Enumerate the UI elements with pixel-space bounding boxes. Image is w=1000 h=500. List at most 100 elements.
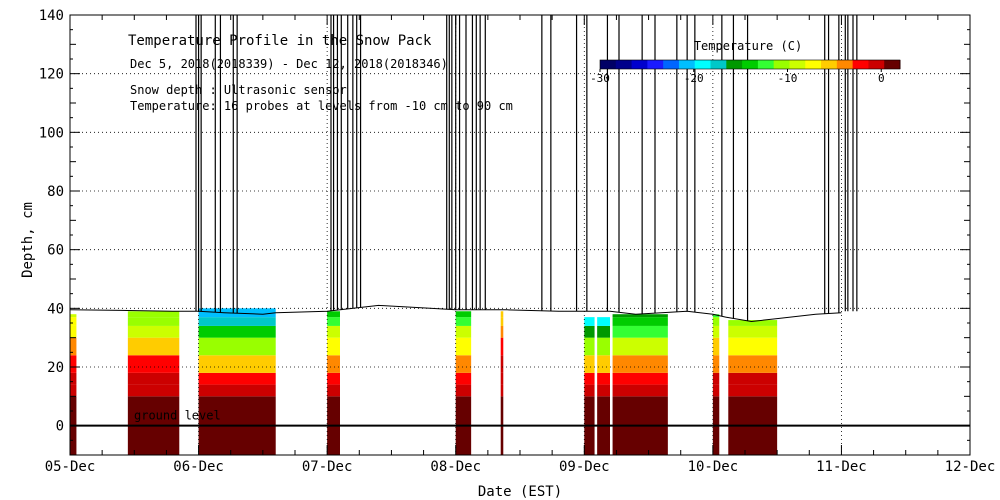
snow-depth-line: [70, 304, 842, 323]
colorbar-swatch: [663, 60, 680, 69]
y-tick-label: 100: [39, 125, 64, 141]
profile-band: [198, 384, 276, 397]
colorbar-swatch: [773, 60, 790, 69]
profile-band: [127, 311, 180, 318]
colorbar-swatch: [852, 60, 869, 69]
profile-segment: [597, 317, 610, 455]
profile-band: [70, 355, 77, 373]
profile-band: [327, 337, 340, 356]
profile-band: [612, 314, 668, 318]
profile-band: [198, 372, 276, 385]
colorbar-swatch: [821, 60, 838, 69]
x-axis-ticks: 05-Dec 06-Dec 07-Dec 08-Dec 09-Dec 10-Dec 11-D…: [45, 15, 996, 475]
colorbar-swatch: [647, 60, 664, 69]
profile-band: [728, 337, 778, 356]
x-tick-label: 07-Dec: [302, 459, 353, 475]
profile-band: [712, 314, 720, 318]
x-tick-label: 12-Dec: [945, 459, 996, 475]
colorbar-swatch: [615, 60, 633, 69]
profile-segment: [127, 311, 180, 455]
colorbar-swatch: [805, 60, 822, 69]
x-tick-label: 09-Dec: [559, 459, 610, 475]
colorbar-swatch: [631, 60, 648, 69]
profile-band: [612, 384, 668, 397]
profile-band: [455, 337, 472, 356]
profile-band: [612, 337, 668, 356]
colorbar-tick-label: -10: [778, 72, 798, 85]
profile-band: [70, 384, 77, 397]
profile-band: [198, 325, 276, 338]
profile-band: [584, 325, 595, 338]
colorbar-swatch: [836, 60, 854, 69]
profile-band: [728, 384, 778, 397]
profile-band: [728, 325, 778, 338]
profile-band: [70, 372, 77, 385]
colorbar-swatch: [710, 60, 727, 69]
y-axis-title: Depth, cm: [20, 202, 36, 278]
profile-band: [198, 355, 276, 373]
profile-band: [455, 384, 472, 397]
y-tick-label: 20: [47, 360, 64, 376]
profile-band: [712, 325, 720, 338]
profile-band: [500, 337, 504, 356]
chart-subtitle: Dec 5, 2018(2018339) - Dec 12, 2018(2018…: [130, 57, 448, 71]
profile-segment: [584, 317, 595, 455]
profile-band: [455, 311, 472, 318]
profile-segment: [198, 308, 276, 455]
profile-band: [584, 355, 595, 373]
colorbar-swatch: [757, 60, 775, 69]
profile-band: [455, 355, 472, 373]
profile-band: [612, 372, 668, 385]
profile-band: [597, 325, 610, 338]
x-tick-label: 11-Dec: [816, 459, 867, 475]
profile-band: [597, 355, 610, 373]
colorbar-swatch: [694, 60, 712, 69]
profile-band: [500, 317, 504, 326]
colorbar-swatch: [868, 60, 885, 69]
profile-band: [327, 317, 340, 326]
profile-band: [500, 325, 504, 338]
colorbar-title: Temperature (C): [694, 39, 802, 53]
profile-band: [70, 325, 77, 338]
profile-band: [198, 317, 276, 326]
profile-band: [712, 384, 720, 397]
y-tick-label: 0: [56, 419, 64, 435]
profile-segment: [500, 311, 504, 455]
profile-segment: [70, 314, 77, 455]
profile-band: [70, 314, 77, 318]
colorbar-tick-label: 0: [878, 72, 885, 85]
colorbar-swatch: [742, 60, 759, 69]
profile-segment: [728, 320, 778, 455]
profile-band: [327, 355, 340, 373]
note-temperature: Temperature: 16 probes at levels from -1…: [130, 99, 513, 113]
profile-band: [500, 372, 504, 385]
note-snow-depth: Snow depth : Ultrasonic sensor: [130, 83, 347, 97]
profile-band: [327, 384, 340, 397]
profile-band: [597, 317, 610, 326]
y-axis-ticks: 0 20 40 60 80 100 120 140: [39, 8, 970, 456]
profile-band: [70, 337, 77, 356]
colorbar-frame: [599, 59, 901, 70]
profile-band: [127, 355, 180, 373]
profile-band: [612, 325, 668, 338]
x-tick-label: 06-Dec: [173, 459, 224, 475]
colorbar-tick-label: -20: [684, 72, 704, 85]
x-tick-label: 10-Dec: [688, 459, 739, 475]
profile-band: [500, 384, 504, 397]
temperature-colorbar: -30 -20 -10 0: [590, 59, 901, 85]
profile-segment: [327, 311, 340, 455]
profile-band: [500, 311, 504, 318]
profile-band: [455, 372, 472, 385]
colorbar-swatch: [884, 60, 901, 69]
x-tick-label: 08-Dec: [430, 459, 481, 475]
profile-band: [455, 325, 472, 338]
y-tick-label: 140: [39, 8, 64, 24]
profile-band: [327, 311, 340, 318]
x-axis-title: Date (EST): [478, 484, 562, 500]
colorbar-swatch: [726, 60, 743, 69]
profile-band: [584, 317, 595, 326]
profile-band: [612, 317, 668, 326]
profile-band: [198, 337, 276, 356]
colorbar-tick-label: -30: [590, 72, 610, 85]
